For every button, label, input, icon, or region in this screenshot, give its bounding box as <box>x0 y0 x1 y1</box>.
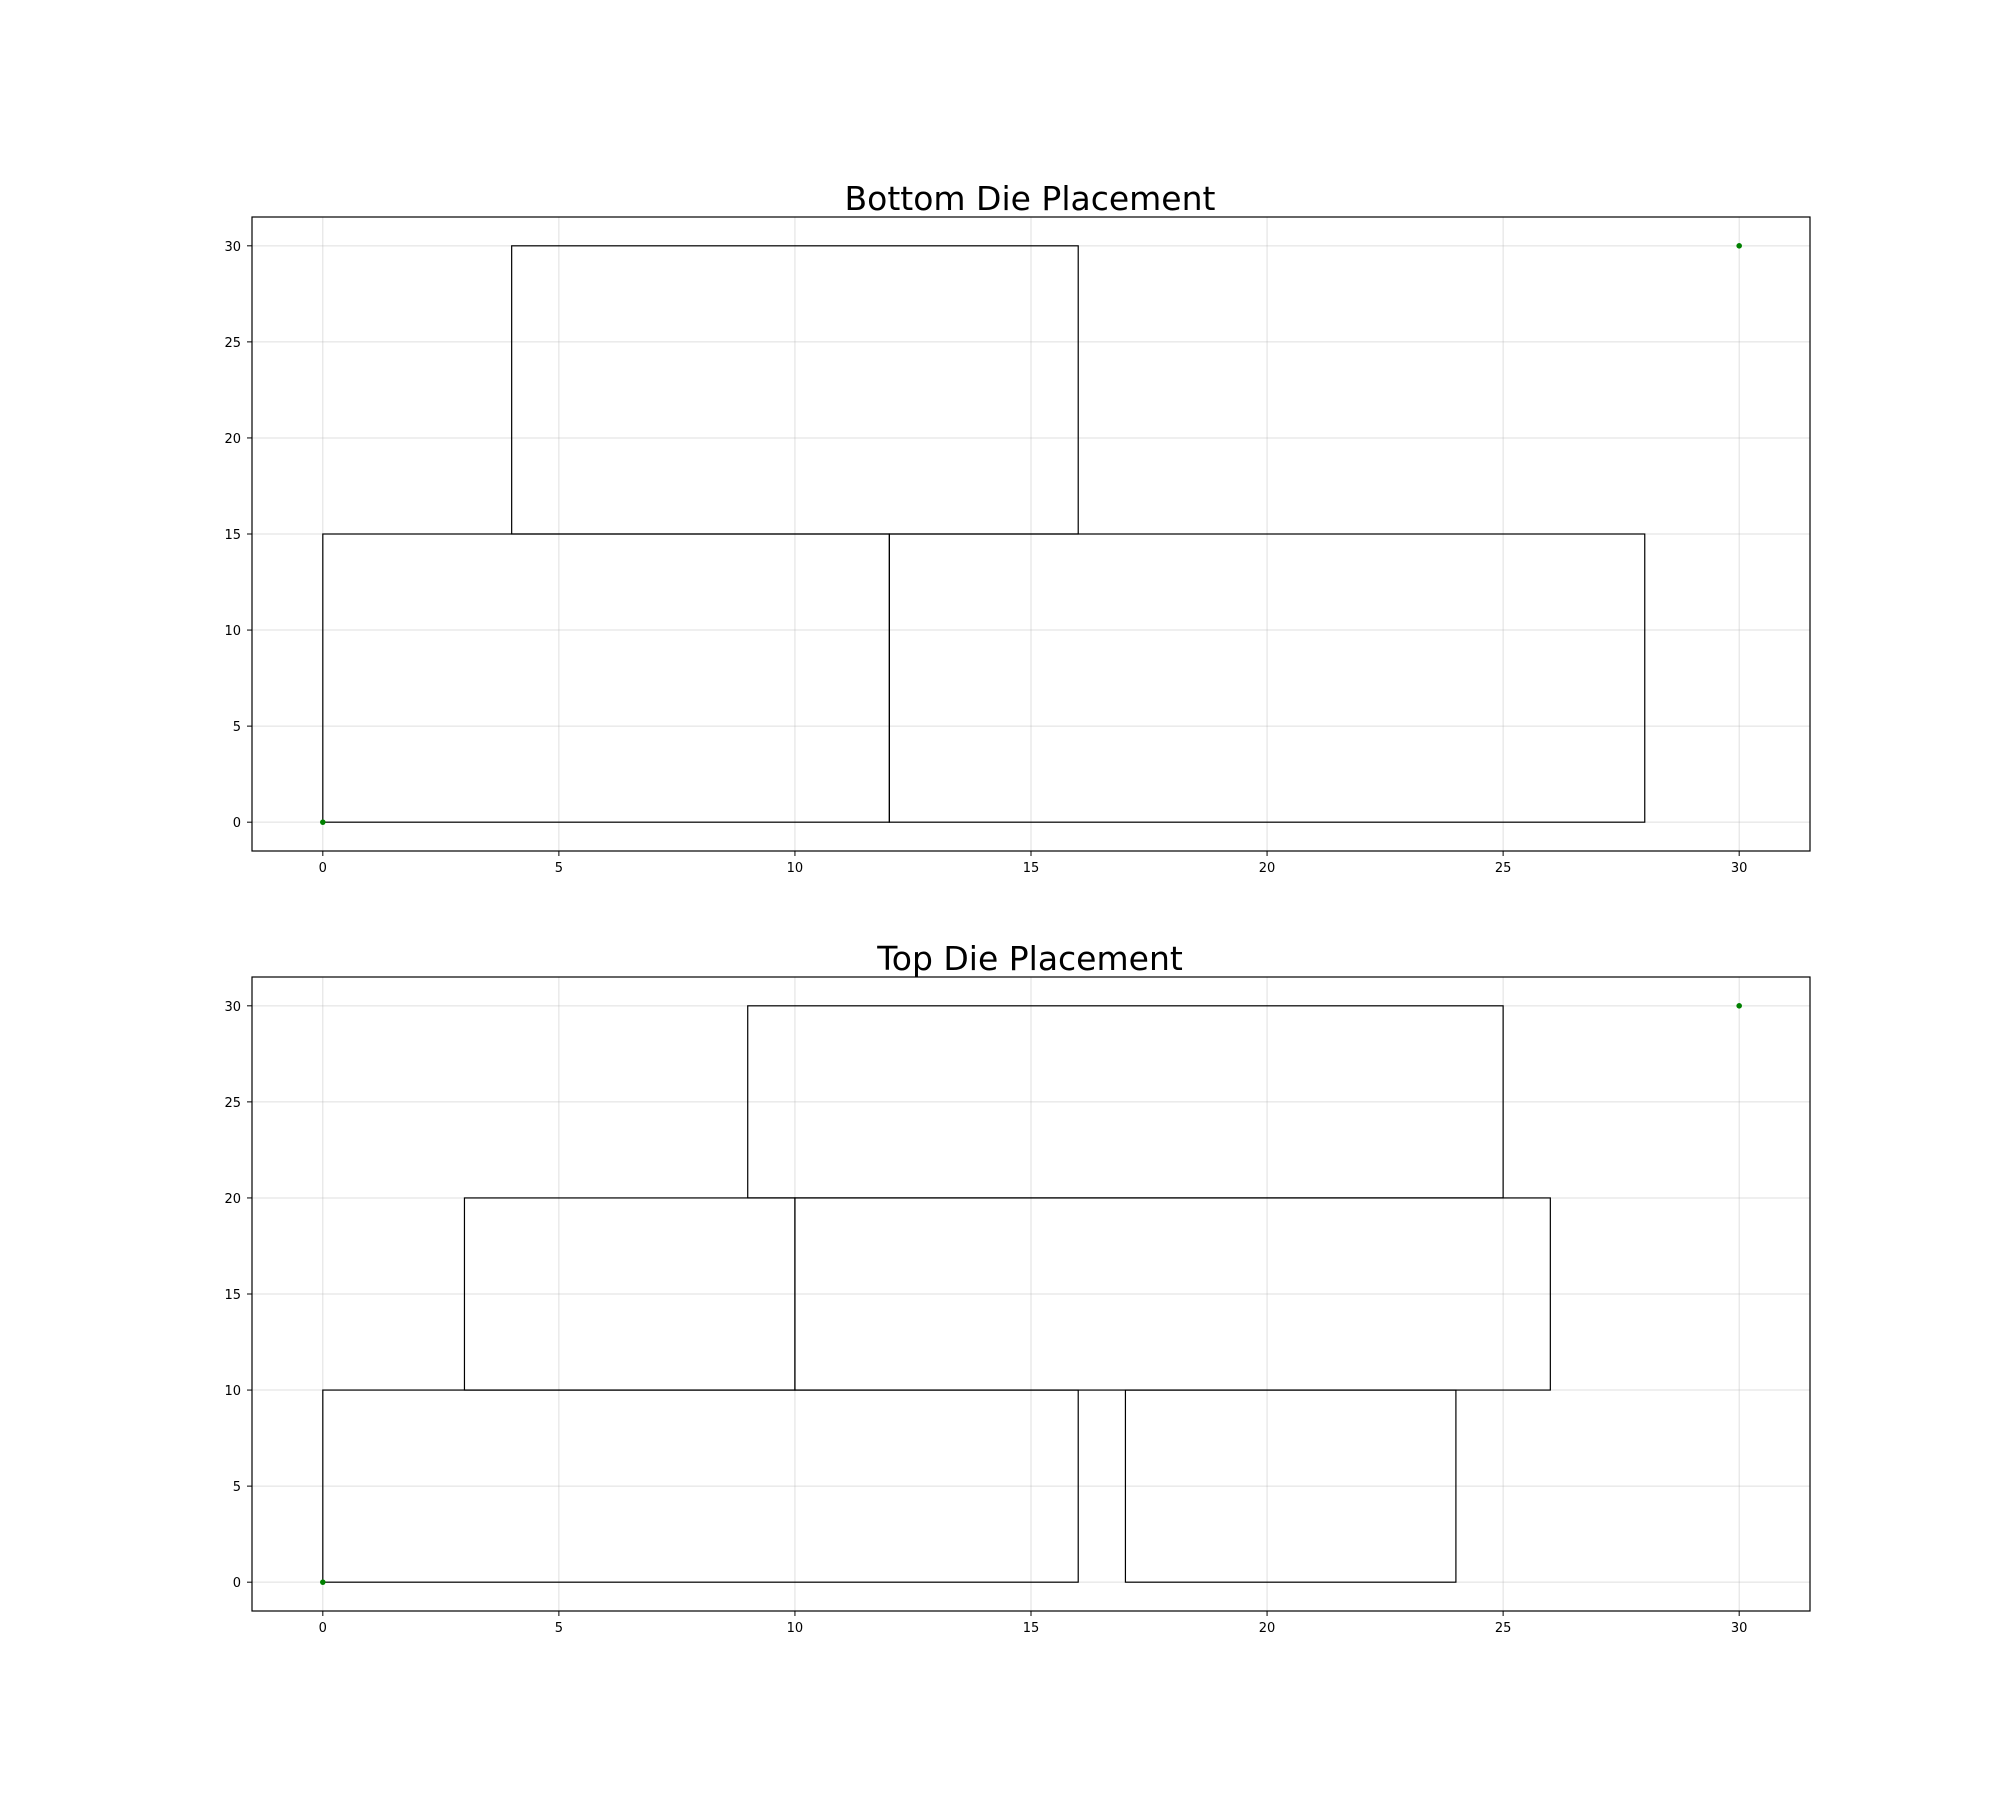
x-tick-label: 25 <box>1495 861 1512 876</box>
y-tick-label: 5 <box>233 1480 241 1495</box>
die-rectangle <box>511 245 1079 535</box>
y-tick-label: 30 <box>224 1000 241 1015</box>
chart-title: Top Die Placement <box>876 939 1183 978</box>
x-tick-label: 25 <box>1495 1621 1512 1636</box>
y-tick-label: 25 <box>224 1096 241 1111</box>
corner-point <box>1736 243 1742 249</box>
y-tick-label: 30 <box>224 240 241 255</box>
y-tick-label: 25 <box>224 336 241 351</box>
x-tick-label: 5 <box>555 1621 563 1636</box>
x-tick-label: 0 <box>319 861 327 876</box>
y-tick-label: 20 <box>224 1192 241 1207</box>
corner-point <box>1736 1003 1742 1009</box>
bottom-die-panel: Bottom Die Placement 0 5 10 15 20 25 30 0 5 10 15 2… <box>224 179 1811 876</box>
die-rectangle <box>322 533 890 823</box>
x-tick-label: 5 <box>555 861 563 876</box>
corner-point <box>320 819 326 825</box>
chart-title: Bottom Die Placement <box>845 179 1216 218</box>
y-tick-label: 15 <box>224 1288 241 1303</box>
x-tick-label: 15 <box>1023 861 1040 876</box>
y-tick-label: 0 <box>233 1576 241 1591</box>
y-tick-label: 15 <box>224 528 241 543</box>
x-tick-label: 30 <box>1731 861 1748 876</box>
x-tick-label: 15 <box>1023 1621 1040 1636</box>
y-tick-label: 10 <box>224 1384 241 1399</box>
x-tick-label: 30 <box>1731 1621 1748 1636</box>
x-tick-label: 20 <box>1259 861 1276 876</box>
x-tick-label: 0 <box>319 1621 327 1636</box>
die-rectangle <box>747 1005 1504 1199</box>
top-die-panel: Top Die Placement 0 5 10 15 20 25 30 0 5 10 15 20 25… <box>224 939 1811 1636</box>
die-rectangle <box>888 533 1646 823</box>
x-tick-label: 10 <box>787 1621 804 1636</box>
x-tick-label: 10 <box>787 861 804 876</box>
y-tick-label: 20 <box>224 432 241 447</box>
y-tick-label: 10 <box>224 624 241 639</box>
y-tick-label: 0 <box>233 816 241 831</box>
y-tick-label: 5 <box>233 720 241 735</box>
x-tick-label: 20 <box>1259 1621 1276 1636</box>
corner-point <box>320 1579 326 1585</box>
